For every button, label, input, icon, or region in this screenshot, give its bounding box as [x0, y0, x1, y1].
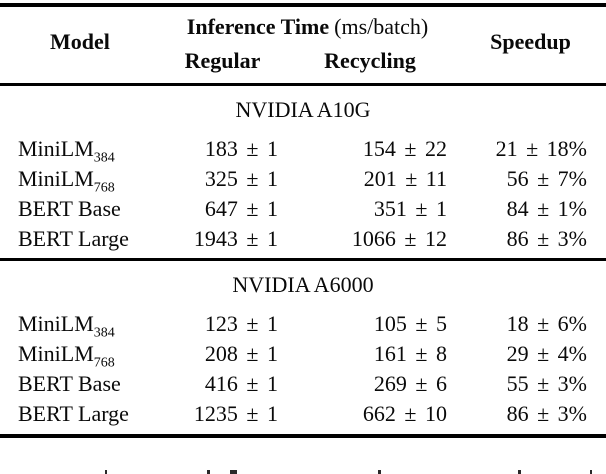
- model-cell: MiniLM384: [0, 134, 160, 166]
- inference-time-label: Inference Time: [186, 14, 330, 39]
- section-rows: MiniLM384 123 ± 1 105 ± 5 18 ± 6% MiniLM…: [0, 309, 606, 429]
- recycling-value: 662 ± 10: [362, 401, 447, 426]
- model-name: BERT Large: [18, 226, 129, 251]
- table-row: BERT Base 647 ± 1 351 ± 1 84 ± 1%: [0, 194, 606, 224]
- regular-value: 647 ± 1: [204, 196, 278, 221]
- model-name: BERT Large: [18, 401, 129, 426]
- speedup-value: 84 ± 1%: [506, 196, 587, 221]
- regular-value: 325 ± 1: [204, 166, 278, 191]
- model-cell: BERT Large: [0, 399, 160, 429]
- model-name: MiniLM: [18, 136, 94, 161]
- caption-fragment: [518, 470, 521, 474]
- table-row: MiniLM384 183 ± 1 154 ± 22 21 ± 18%: [0, 134, 606, 166]
- column-header-model: Model: [50, 29, 110, 54]
- recycling-value: 1066 ± 12: [351, 226, 447, 251]
- recycling-value: 105 ± 5: [373, 311, 447, 336]
- caption-fragment: [378, 470, 381, 474]
- recycling-value: 154 ± 22: [362, 136, 447, 161]
- table-row: MiniLM768 208 ± 1 161 ± 8 29 ± 4%: [0, 339, 606, 371]
- model-cell: BERT Base: [0, 194, 160, 224]
- table-row: BERT Large 1235 ± 1 662 ± 10 86 ± 3%: [0, 399, 606, 429]
- speedup-value: 18 ± 6%: [506, 311, 587, 336]
- speedup-value: 21 ± 18%: [495, 136, 587, 161]
- caption-fragment: [207, 470, 210, 474]
- column-header-regular: Regular: [184, 48, 261, 73]
- table-row: BERT Large 1943 ± 1 1066 ± 12 86 ± 3%: [0, 224, 606, 254]
- inference-time-unit: (ms/batch): [334, 14, 429, 39]
- model-cell: MiniLM384: [0, 309, 160, 341]
- regular-value: 1235 ± 1: [193, 401, 278, 426]
- model-cell: MiniLM768: [0, 339, 160, 371]
- table-bottom-rule: [0, 434, 606, 438]
- table-row: MiniLM384 123 ± 1 105 ± 5 18 ± 6%: [0, 309, 606, 341]
- recycling-value: 201 ± 11: [363, 166, 447, 191]
- speedup-value: 29 ± 4%: [506, 341, 587, 366]
- regular-value: 208 ± 1: [204, 341, 278, 366]
- table-row: MiniLM768 325 ± 1 201 ± 11 56 ± 7%: [0, 164, 606, 196]
- section-rows: MiniLM384 183 ± 1 154 ± 22 21 ± 18% Mini…: [0, 134, 606, 254]
- model-cell: BERT Large: [0, 224, 160, 254]
- column-header-speedup: Speedup: [490, 29, 571, 54]
- table-row: BERT Base 416 ± 1 269 ± 6 55 ± 3%: [0, 369, 606, 399]
- regular-value: 1943 ± 1: [193, 226, 278, 251]
- model-subscript: 768: [93, 355, 115, 371]
- model-name: MiniLM: [18, 311, 94, 336]
- regular-value: 183 ± 1: [204, 136, 278, 161]
- model-cell: BERT Base: [0, 369, 160, 399]
- table-top-rule: [0, 3, 606, 7]
- caption-fragment: [230, 470, 237, 474]
- model-name: MiniLM: [18, 341, 94, 366]
- model-subscript: 768: [93, 180, 115, 196]
- model-subscript: 384: [93, 150, 115, 166]
- gpu-section: NVIDIA A6000 MiniLM384 123 ± 1 105 ± 5 1…: [0, 258, 606, 429]
- model-name: MiniLM: [18, 166, 94, 191]
- model-name: BERT Base: [18, 371, 121, 396]
- section-title: NVIDIA A6000: [232, 272, 374, 297]
- column-header-recycling: Recycling: [324, 48, 416, 73]
- recycling-value: 161 ± 8: [373, 341, 447, 366]
- caption-fragment: [105, 470, 107, 474]
- model-name: BERT Base: [18, 196, 121, 221]
- speedup-value: 86 ± 3%: [506, 401, 587, 426]
- regular-value: 416 ± 1: [204, 371, 278, 396]
- column-header-inference-time: Inference Time (ms/batch): [160, 14, 455, 40]
- speedup-value: 86 ± 3%: [506, 226, 587, 251]
- regular-value: 123 ± 1: [204, 311, 278, 336]
- caption-fragment: [590, 470, 592, 474]
- recycling-value: 351 ± 1: [373, 196, 447, 221]
- recycling-value: 269 ± 6: [373, 371, 447, 396]
- table-body: NVIDIA A10G MiniLM384 183 ± 1 154 ± 22 2…: [0, 86, 606, 429]
- gpu-section: NVIDIA A10G MiniLM384 183 ± 1 154 ± 22 2…: [0, 86, 606, 254]
- model-subscript: 384: [93, 325, 115, 341]
- model-cell: MiniLM768: [0, 164, 160, 196]
- table-header: Model Inference Time (ms/batch) Speedup R…: [0, 7, 606, 86]
- speedup-value: 56 ± 7%: [506, 166, 587, 191]
- speedup-value: 55 ± 3%: [506, 371, 587, 396]
- section-title: NVIDIA A10G: [235, 97, 371, 122]
